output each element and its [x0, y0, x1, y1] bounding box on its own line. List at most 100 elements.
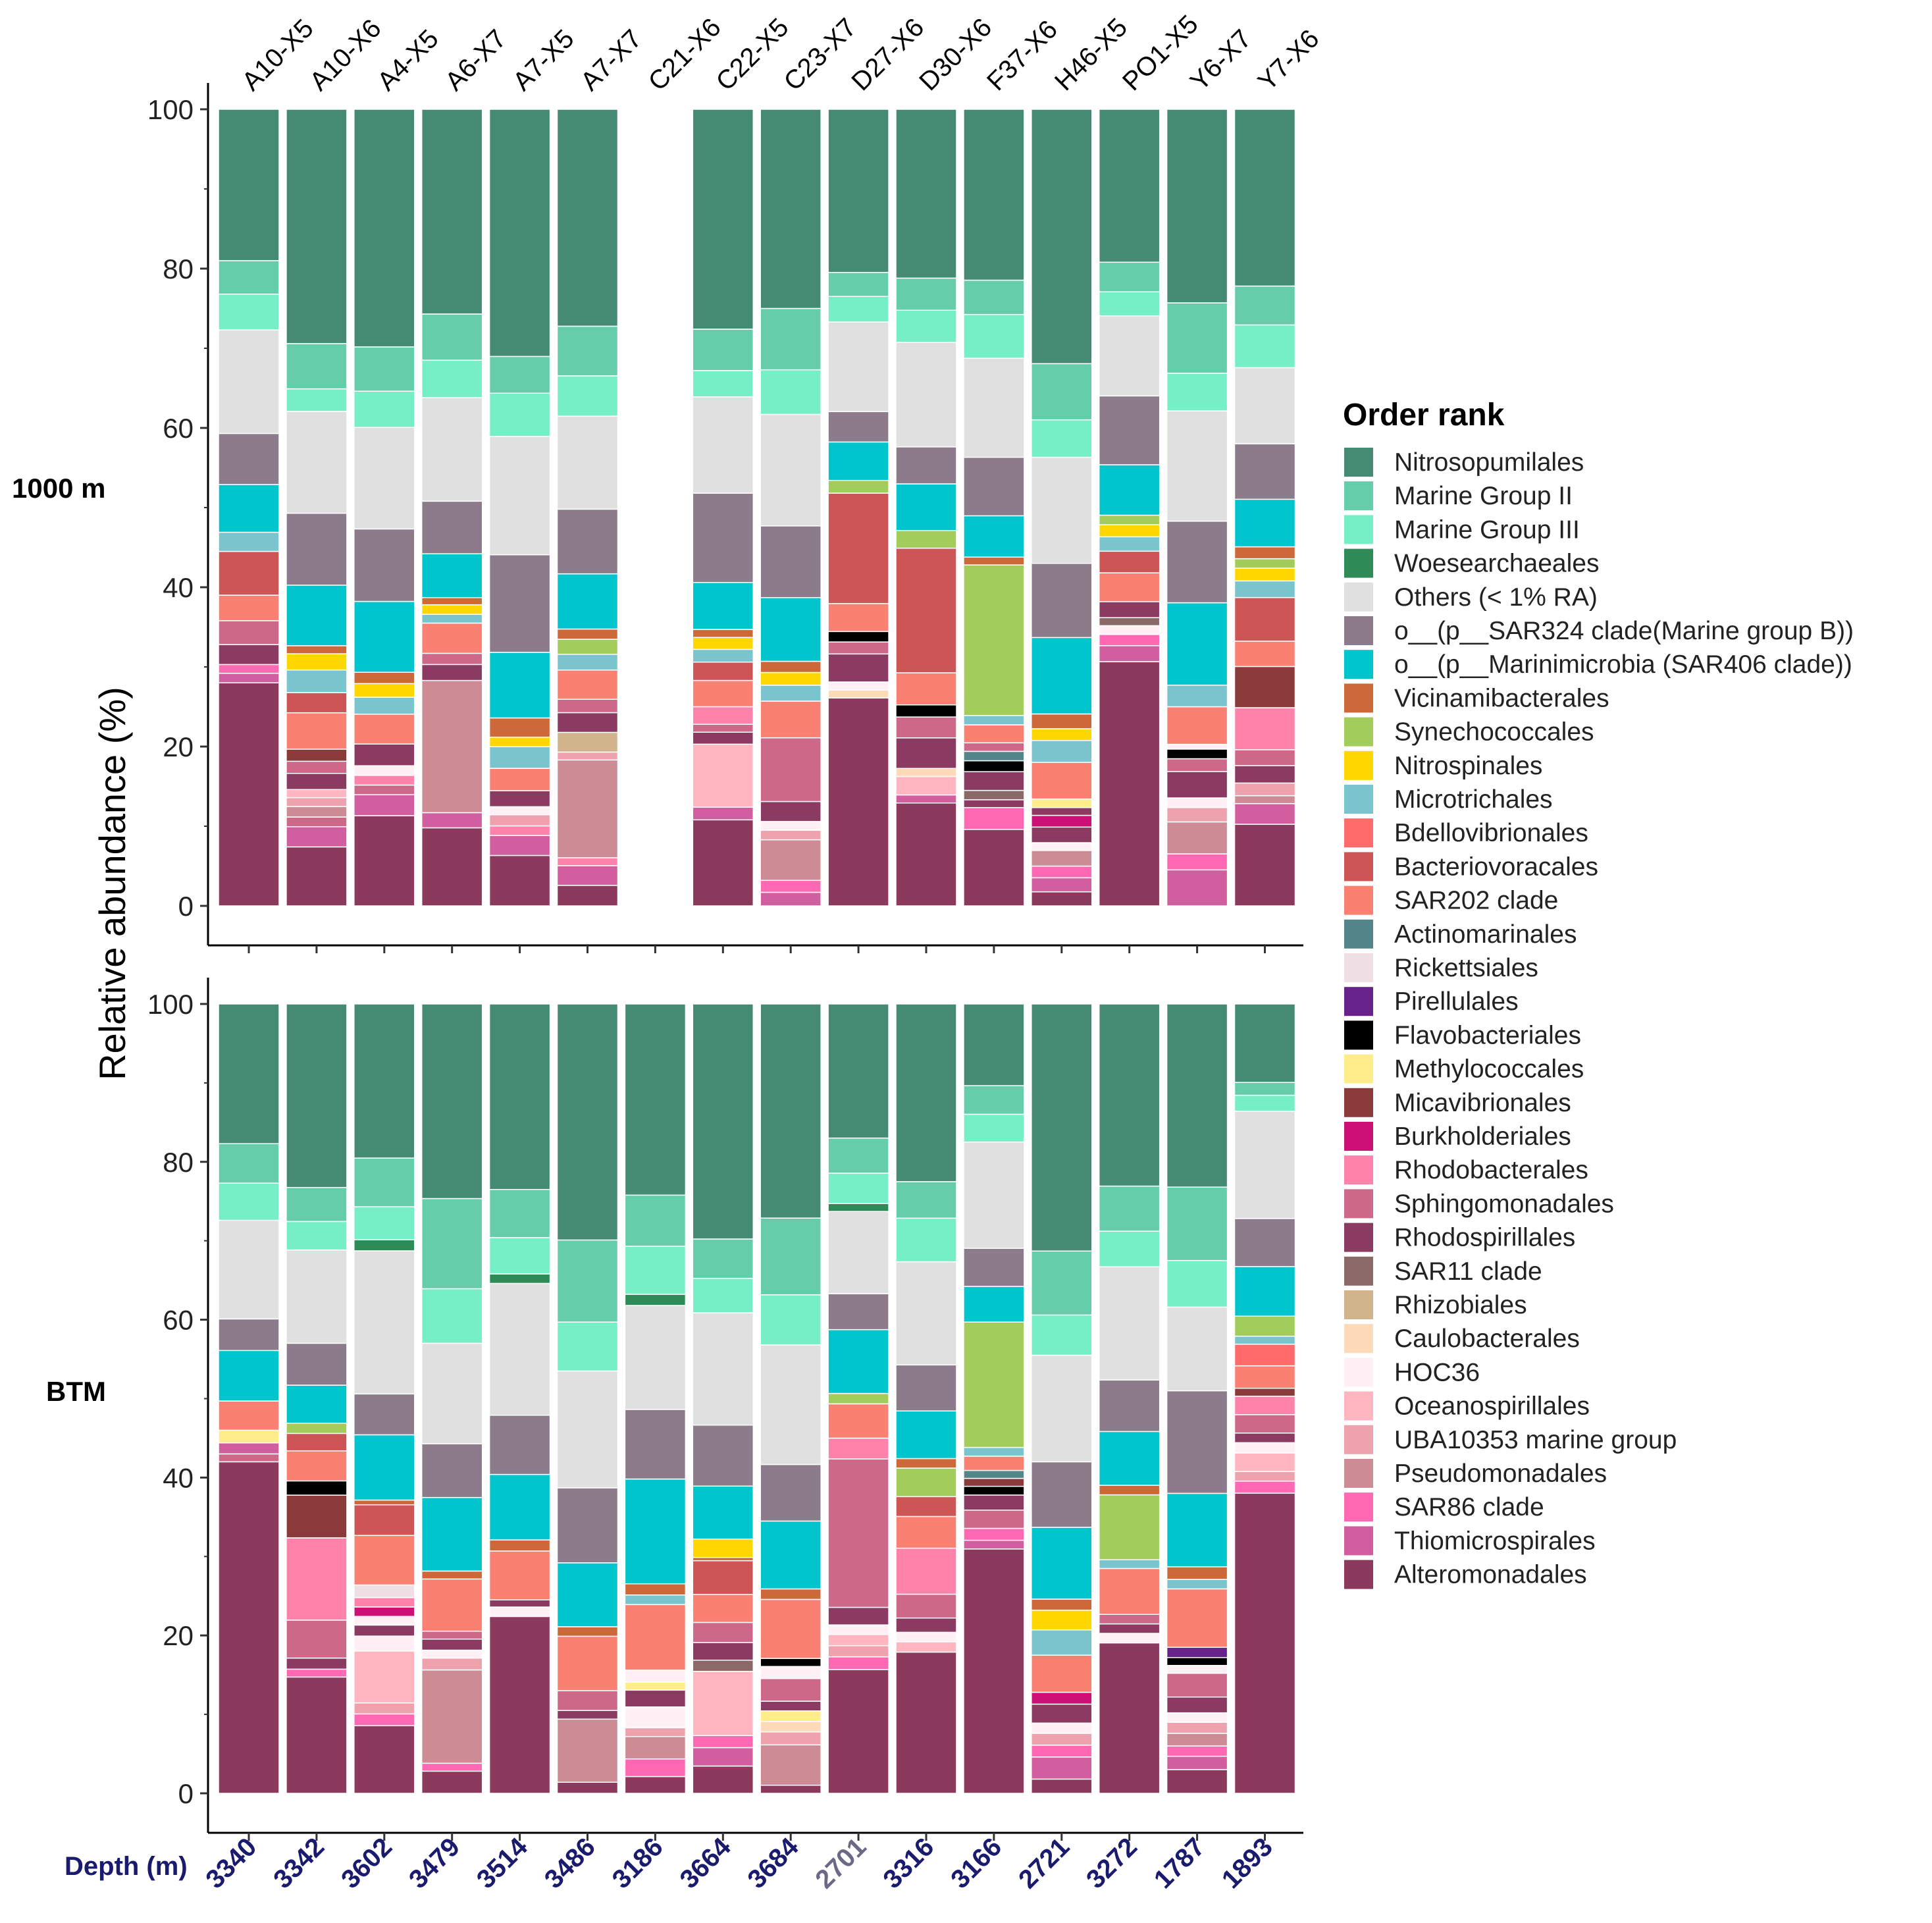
legend-swatch [1344, 1459, 1373, 1488]
bar-segment [556, 857, 619, 866]
legend-swatch [1344, 785, 1373, 814]
bar-segment [218, 293, 280, 330]
bar-segment [218, 1400, 280, 1431]
bar-segment [692, 819, 754, 907]
legend-swatch [1344, 953, 1373, 982]
bar-C23-X7 [760, 1003, 822, 1794]
bar-segment [353, 390, 415, 429]
bar-segment [963, 1494, 1025, 1511]
bar-segment [353, 1624, 415, 1637]
bar-segment [353, 1725, 415, 1794]
bar-segment [488, 1237, 551, 1275]
bar-segment [963, 771, 1025, 791]
bar-segment [963, 109, 1025, 281]
bar-segment [1166, 1390, 1228, 1494]
bar-C23-X7 [760, 109, 822, 907]
bar-segment [1031, 456, 1093, 564]
bar-segment [760, 1520, 822, 1590]
bar-segment [624, 1727, 687, 1737]
bar-segment [760, 1677, 822, 1702]
bar-segment [1234, 285, 1296, 326]
bar-segment [760, 839, 822, 882]
bar-segment [963, 1548, 1025, 1794]
bar-segment [1031, 1003, 1093, 1252]
bar-segment [286, 343, 348, 390]
legend-label: Marine Group III [1394, 515, 1580, 544]
bar-segment [1166, 1566, 1228, 1580]
legend-label: SAR11 clade [1394, 1257, 1542, 1286]
legend-label: Synechococcales [1394, 718, 1594, 747]
bar-segment [692, 706, 754, 725]
legend-item: o__(p__Marinimicrobia (SAR406 clade)) [1344, 650, 1852, 679]
bar-segment [692, 1594, 754, 1623]
bar-segment [1234, 1492, 1296, 1794]
bar-segment [286, 1003, 348, 1188]
bar-segment [353, 427, 415, 530]
bar-segment [353, 1584, 415, 1598]
bar-segment [556, 1718, 619, 1783]
legend-label: o__(p__SAR324 clade(Marine group B)) [1394, 617, 1854, 645]
bar-segment [488, 554, 551, 653]
bar-segment [286, 772, 348, 791]
chart-panels: 1000 m 0 20 40 60 80 100 BTM 0 20 40 60 80 100 [12, 83, 1303, 1841]
bar-segment [760, 1784, 822, 1794]
bar-segment [353, 794, 415, 816]
bar-segment [760, 1710, 822, 1722]
bar-segment [1166, 1722, 1228, 1734]
bar-segment [353, 1499, 415, 1506]
bar-segment [556, 1562, 619, 1627]
bar-segment [488, 436, 551, 556]
bar-segment [488, 1282, 551, 1416]
bar-segment [692, 1485, 754, 1540]
bar-segment [488, 109, 551, 357]
bar-segment [692, 1538, 754, 1558]
bar-segment [1031, 740, 1093, 763]
bar-segment [286, 826, 348, 848]
bar-segment [1031, 728, 1093, 741]
bar-segment [1098, 1431, 1161, 1486]
legend-label: Pirellulales [1394, 988, 1519, 1016]
bar-segment [1098, 1485, 1161, 1496]
bar-segment [556, 1635, 619, 1691]
bar-segment [760, 1598, 822, 1659]
bar-segment [827, 1293, 889, 1330]
legend-swatch [1344, 717, 1373, 747]
bar-A7-X7 [556, 109, 619, 907]
bar-segment [760, 1463, 822, 1522]
bar-segment [624, 1670, 687, 1683]
bar-segment [895, 1181, 957, 1219]
bar-D30-X6 [895, 109, 957, 907]
bar-segment [1166, 869, 1228, 907]
legend-label: HOC36 [1394, 1358, 1480, 1386]
bar-segment [286, 712, 348, 750]
bar-PO1-X5 [1098, 1003, 1161, 1794]
bar-segment [1031, 1654, 1093, 1693]
legend-swatch [1344, 1256, 1373, 1286]
bar-segment [1098, 1266, 1161, 1381]
depth-value: 3664 [675, 1832, 737, 1895]
bar-segment [1098, 464, 1161, 516]
bar-segment [286, 512, 348, 586]
bar-segment [624, 1758, 687, 1778]
bar-segment [1234, 1433, 1296, 1444]
bar-segment [286, 1494, 348, 1539]
bar-segment [963, 1539, 1025, 1550]
bar-segment [624, 1246, 687, 1295]
legend-label: SAR202 clade [1394, 887, 1558, 915]
bar-segment [827, 109, 889, 273]
depth-value: 2701 [810, 1832, 872, 1894]
bar-segment [286, 749, 348, 762]
bar-F37-X6 [963, 1003, 1025, 1794]
legend-swatch [1344, 481, 1373, 511]
y-tick-label: 60 [163, 1305, 194, 1336]
sample-label: A7-X5 [508, 24, 580, 97]
bar-segment [286, 388, 348, 412]
bar-segment [895, 672, 957, 706]
bar-segment [1031, 713, 1093, 729]
bar-segment [963, 1527, 1025, 1541]
legend: Order rank Nitrosopumilales Marine Group … [1343, 398, 1854, 1589]
bar-segment [1031, 1250, 1093, 1316]
bar-segment [760, 891, 822, 907]
bar-segment [895, 309, 957, 343]
bar-segment [895, 1458, 957, 1469]
